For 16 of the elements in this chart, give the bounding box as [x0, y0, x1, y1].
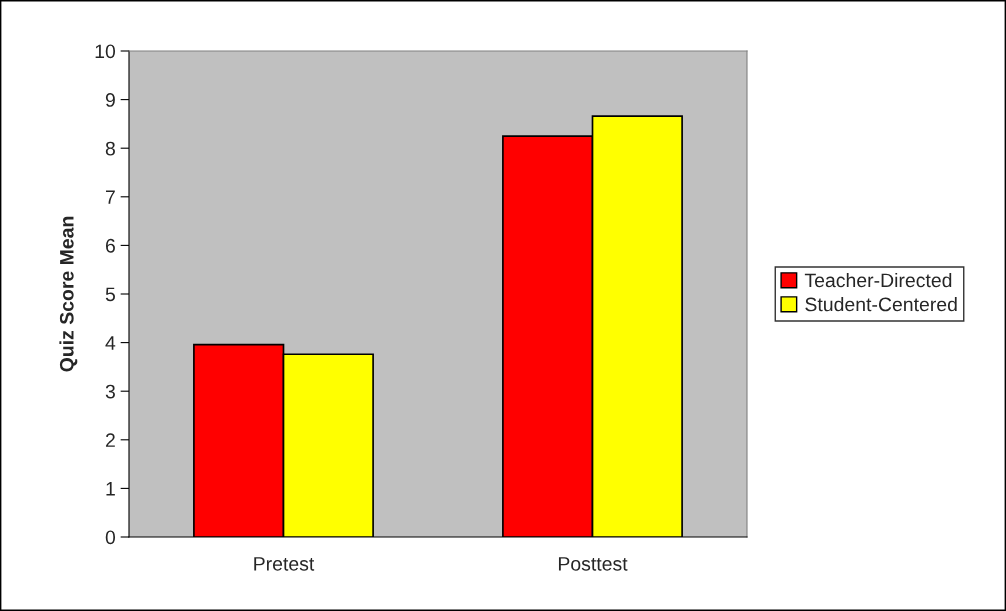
y-tick-label: 7	[105, 190, 115, 204]
legend-label: Student-Centered	[805, 297, 957, 312]
y-tick-label: 10	[95, 44, 116, 59]
y-tick-label: 2	[105, 433, 115, 447]
y-axis-title: Quiz Score Mean	[59, 216, 78, 372]
x-tick-label: Posttest	[558, 557, 628, 571]
y-tick-label: 8	[105, 141, 115, 156]
y-tick-label: 3	[105, 384, 115, 399]
y-tick-label: 1	[106, 482, 115, 496]
y-tick-label: 4	[105, 336, 116, 350]
legend-label: Teacher-Directed	[804, 272, 952, 288]
y-tick-label: 9	[105, 93, 115, 107]
y-tick-label: 6	[105, 238, 115, 253]
y-tick-label: 0	[105, 530, 116, 545]
y-tick-label: 5	[105, 287, 115, 302]
x-tick-label: Pretest	[254, 557, 315, 571]
